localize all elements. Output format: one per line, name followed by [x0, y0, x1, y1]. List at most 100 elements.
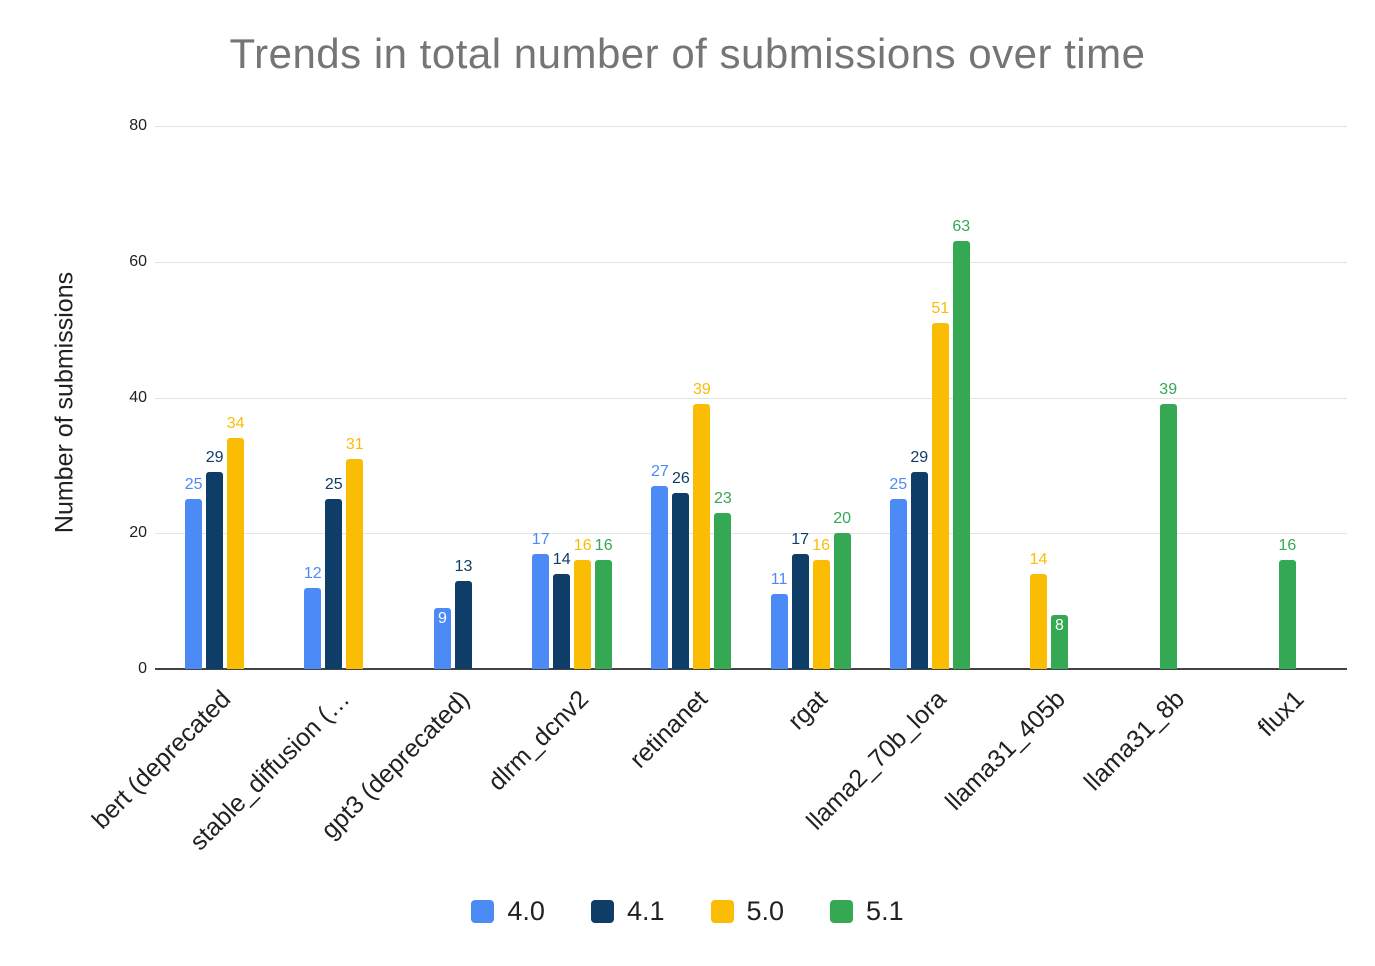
bar-4.1[interactable]	[455, 580, 472, 669]
bar-wrap: 25	[325, 476, 343, 669]
bar-wrap: 25	[889, 476, 907, 669]
y-tick-label: 0	[138, 660, 147, 677]
bar-value-label: 51	[931, 299, 950, 317]
bar-group-stable-diffusion-: 12 25 31	[303, 436, 364, 669]
legend-label: 4.0	[507, 896, 545, 926]
bar-wrap: 27	[651, 463, 669, 669]
bar-wrap: 14	[553, 551, 571, 669]
bar-value-label: 25	[324, 476, 343, 494]
gridline	[155, 533, 1347, 535]
legend-item-5.0[interactable]: 5.0	[710, 896, 785, 927]
bar-value-label: 39	[1159, 381, 1178, 399]
bar-wrap: 8	[1051, 614, 1068, 669]
x-axis-label: retinanet	[624, 685, 714, 774]
bar-wrap: 31	[346, 436, 364, 669]
x-axis-line	[155, 668, 1347, 670]
bar-value-label: 16	[573, 537, 592, 555]
bar-wrap: 23	[714, 490, 732, 669]
bar-wrap: 26	[672, 470, 690, 669]
bar-4.0[interactable]	[185, 499, 203, 669]
bar-wrap: 14	[1030, 551, 1047, 669]
bar-value-label: 31	[345, 435, 364, 453]
bar-4.0[interactable]	[304, 587, 322, 669]
bar-wrap: 16	[1278, 537, 1296, 669]
bar-4.1[interactable]	[206, 472, 224, 669]
bar-5.0[interactable]	[227, 438, 245, 669]
bar-4.0[interactable]	[532, 553, 550, 669]
bar-value-label: 13	[454, 557, 473, 575]
bar-4.1[interactable]	[553, 573, 571, 669]
legend-swatch-icon	[710, 900, 734, 923]
bar-5.1[interactable]	[1051, 614, 1068, 669]
bar-value-label: 27	[650, 462, 669, 480]
bar-value-label: 14	[552, 550, 571, 568]
bar-5.0[interactable]	[812, 560, 830, 669]
bar-value-label: 16	[812, 537, 830, 555]
bar-value-label: 17	[791, 530, 809, 548]
bar-wrap: 25	[185, 476, 203, 669]
bar-4.0[interactable]	[434, 607, 451, 669]
gridline	[155, 126, 1347, 127]
bar-group-flux1: 16	[1278, 537, 1296, 669]
bar-group-llama2-70b-lora: 25 29 51 63	[889, 218, 970, 669]
bar-value-label: 17	[531, 530, 550, 548]
bar-5.0[interactable]	[1030, 573, 1047, 669]
bar-value-label: 26	[671, 469, 690, 487]
legend-item-4.0[interactable]: 4.0	[471, 896, 545, 927]
bar-4.1[interactable]	[672, 492, 690, 669]
bar-value-label: 11	[770, 571, 788, 589]
legend-item-5.1[interactable]: 5.1	[830, 896, 904, 927]
bar-4.1[interactable]	[325, 499, 343, 669]
y-tick-label: 40	[129, 388, 147, 406]
bar-value-label: 20	[833, 510, 851, 528]
y-tick-label: 20	[129, 524, 147, 542]
bar-value-label: 39	[692, 381, 711, 399]
legend-swatch-icon	[471, 900, 495, 923]
bar-4.1[interactable]	[791, 553, 809, 669]
bar-wrap: 13	[455, 558, 472, 669]
bar-wrap: 34	[227, 415, 245, 669]
bar-4.0[interactable]	[770, 594, 788, 669]
bar-5.1[interactable]	[833, 533, 851, 669]
bar-value-label: 16	[594, 537, 613, 555]
bar-value-label: 14	[1029, 550, 1048, 568]
bar-group-rgat: 11 17 16 20	[770, 510, 851, 669]
bar-wrap: 16	[595, 537, 613, 669]
bar-5.0[interactable]	[574, 560, 592, 669]
bar-4.0[interactable]	[889, 499, 907, 669]
gridline	[155, 397, 1347, 399]
bar-wrap: 11	[770, 571, 788, 669]
bar-wrap: 17	[791, 531, 809, 669]
bar-5.1[interactable]	[714, 512, 732, 669]
bar-value-label: 25	[889, 476, 908, 494]
bar-5.0[interactable]	[346, 458, 364, 669]
legend-swatch-icon	[590, 900, 614, 923]
bar-5.0[interactable]	[931, 322, 949, 669]
plot-area: 25 29 34 12 25 31 9 13 17 14 16 16 27 26 39 23 11 17 16 20 2…	[155, 126, 1347, 670]
bar-5.1[interactable]	[952, 241, 970, 669]
bar-4.1[interactable]	[910, 472, 928, 669]
bar-4.0[interactable]	[651, 485, 669, 669]
bar-value-label: 8	[1055, 616, 1064, 634]
legend-swatch-icon	[830, 900, 854, 923]
bar-value-label: 12	[303, 564, 322, 582]
legend-item-4.1[interactable]: 4.1	[590, 896, 665, 927]
bar-value-label: 23	[713, 489, 732, 507]
x-axis-label: dlrm_dcnv2	[482, 685, 595, 797]
bar-5.1[interactable]	[595, 560, 613, 669]
bar-5.1[interactable]	[1278, 560, 1296, 669]
bar-wrap: 51	[931, 300, 949, 669]
legend-label: 5.0	[746, 896, 785, 926]
bar-5.0[interactable]	[693, 404, 711, 669]
bar-value-label: 34	[226, 415, 245, 433]
bar-wrap: 9	[434, 607, 451, 669]
x-axis-label: flux1	[1252, 685, 1310, 743]
bar-wrap: 20	[833, 510, 851, 669]
y-tick-label: 80	[129, 117, 147, 134]
bar-wrap: 17	[532, 531, 550, 669]
bar-5.1[interactable]	[1159, 404, 1177, 669]
bar-wrap: 39	[693, 381, 711, 669]
legend: 4.0 4.1 5.0 5.1	[0, 896, 1375, 927]
chart-title: Trends in total number of submissions ov…	[229, 30, 1146, 77]
